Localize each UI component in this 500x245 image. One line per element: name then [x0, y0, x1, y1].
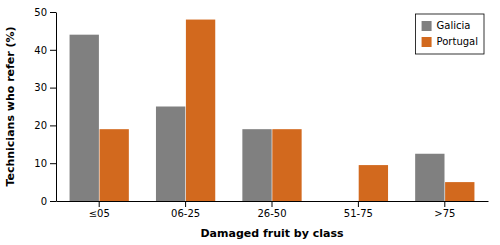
tick-mark [50, 163, 56, 164]
plot: ≤05 06-25 26-50 51-75 >75 0 10 20 30 40 50 Galicia P… [34, 7, 488, 219]
tick: 30 [34, 82, 56, 93]
tick: 26-50 [257, 201, 286, 219]
legend-swatch [422, 37, 432, 47]
legend-item: Portugal [422, 36, 478, 47]
tick-label: 26-50 [257, 208, 286, 219]
y-axis: 0 10 20 30 40 50 [34, 7, 56, 207]
bar [415, 154, 444, 201]
legend-label: Galicia [437, 20, 471, 31]
tick-mark [50, 12, 56, 13]
tick-mark [185, 201, 186, 207]
tick: >75 [434, 201, 455, 219]
bar [445, 182, 474, 201]
tick-label: 06-25 [171, 208, 200, 219]
bar [242, 129, 271, 201]
tick-mark [50, 50, 56, 51]
tick-label: 20 [34, 120, 47, 131]
tick-mark [444, 201, 445, 207]
bar [99, 129, 128, 201]
bar [186, 20, 215, 201]
y-axis-title: Technicians who refer (%) [4, 26, 17, 186]
tick-mark [358, 201, 359, 207]
tick-mark [50, 125, 56, 126]
tick-mark [50, 88, 56, 89]
tick: ≤05 [89, 201, 110, 219]
bar [359, 165, 388, 201]
bar-series [70, 35, 445, 201]
tick: 10 [34, 158, 56, 169]
bar [329, 201, 358, 202]
bar [156, 107, 185, 202]
legend-item: Galicia [422, 20, 471, 31]
chart: ≤05 06-25 26-50 51-75 >75 0 10 20 30 40 50 Galicia P… [0, 0, 500, 245]
x-axis-title: Damaged fruit by class [200, 227, 344, 240]
tick-label: 0 [41, 196, 47, 207]
tick-label: >75 [434, 208, 455, 219]
tick-mark [50, 201, 56, 202]
axis-domain [56, 13, 57, 202]
tick-label: 30 [34, 82, 47, 93]
legend-label: Portugal [437, 36, 478, 47]
tick-label: 40 [34, 45, 47, 56]
tick-label: 50 [34, 7, 47, 18]
tick-mark [272, 201, 273, 207]
legend-swatch [422, 21, 432, 31]
tick: 50 [34, 7, 56, 18]
tick-label: ≤05 [89, 208, 110, 219]
tick: 06-25 [171, 201, 200, 219]
bar [272, 129, 301, 201]
tick: 20 [34, 120, 56, 131]
tick-label: 10 [34, 158, 47, 169]
x-axis: ≤05 06-25 26-50 51-75 >75 [57, 201, 489, 219]
legend-frame [416, 14, 484, 54]
bar [70, 35, 99, 201]
tick: 0 [41, 196, 56, 207]
tick-label: 51-75 [344, 208, 373, 219]
legend: Galicia Portugal [416, 14, 484, 54]
tick-mark [99, 201, 100, 207]
tick: 51-75 [344, 201, 373, 219]
tick: 40 [34, 45, 56, 56]
bars [70, 20, 475, 201]
